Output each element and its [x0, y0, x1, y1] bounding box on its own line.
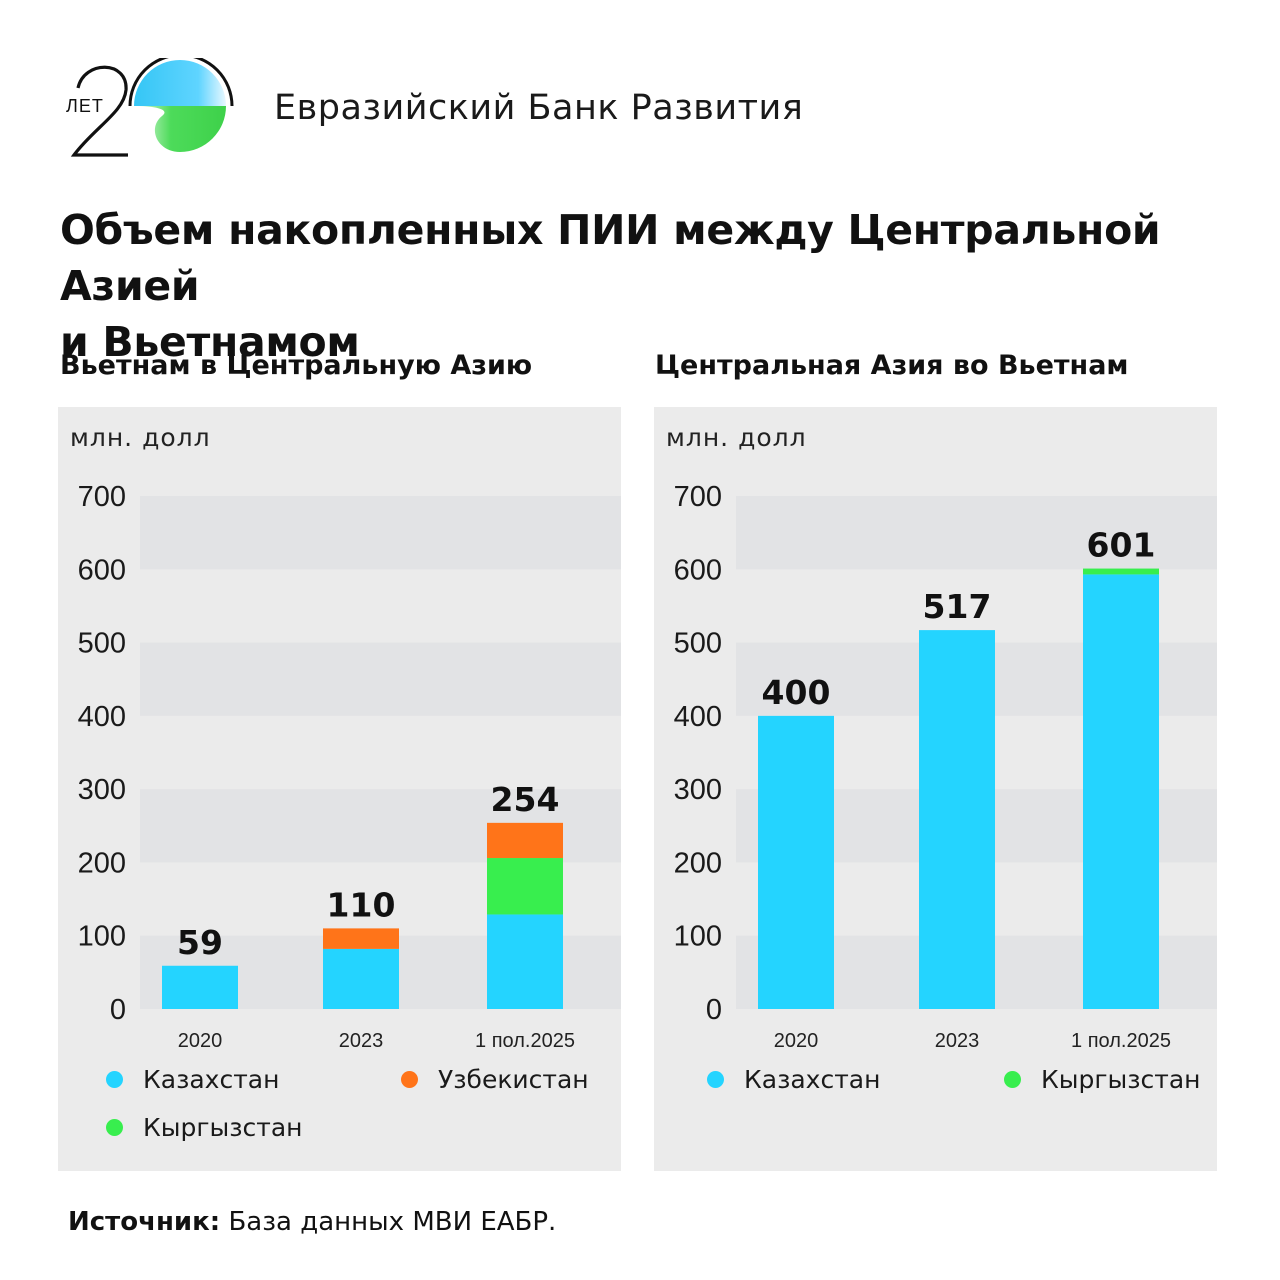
bar-segment-uzbekistan [323, 928, 399, 949]
bar-segment-kazakhstan [758, 715, 834, 1009]
right-chart-title: Центральная Азия во Вьетнам [655, 350, 1129, 381]
bar-segment-kazakhstan [323, 948, 399, 1009]
y-tick-label: 400 [78, 701, 126, 733]
logo-graphic: ЛЕТ [66, 53, 234, 157]
y-tick-label: 300 [78, 774, 126, 806]
legend-item-uzbekistan: Узбекистан [401, 1065, 589, 1094]
y-tick-label: 200 [78, 847, 126, 879]
bar-segment-kazakhstan [162, 965, 238, 1009]
org-name: Евразийский Банк Развития [274, 88, 804, 128]
y-tick-label: 300 [674, 774, 722, 806]
ebrd-20-years-logo: ЛЕТ [62, 53, 242, 164]
legend-dot-kazakhstan [707, 1071, 724, 1088]
legend-item-kazakhstan: Казахстан [106, 1065, 279, 1094]
bar-segment-kyrgyzstan [1083, 568, 1159, 575]
legend-label: Узбекистан [438, 1065, 589, 1094]
bar-total-label: 110 [327, 885, 396, 924]
y-tick-label: 500 [78, 628, 126, 660]
legend-label: Кыргызстан [1041, 1065, 1201, 1094]
legend-item-kyrgyzstan: Кыргызстан [106, 1113, 303, 1142]
bar-segment-kazakhstan [487, 914, 563, 1009]
legend-dot-kazakhstan [106, 1071, 123, 1088]
title-line-2: и Вьетнамом [60, 318, 360, 366]
x-tick-label: 2020 [774, 1030, 819, 1052]
left-chart-panel: млн. долл 0 100 200 300 400 500 600 700 59 2020 11… [58, 407, 621, 1171]
y-tick-label: 500 [674, 628, 722, 660]
grid-band [140, 642, 621, 716]
y-tick-label: 600 [78, 554, 126, 586]
source-text: База данных МВИ ЕАБР. [220, 1207, 557, 1237]
bar-total-label: 601 [1087, 526, 1156, 565]
bar-total-label: 400 [762, 673, 831, 712]
legend-label: Кыргызстан [143, 1113, 303, 1142]
legend-label: Казахстан [744, 1065, 881, 1094]
title-line-1: Объем накопленных ПИИ между Центральной … [60, 206, 1161, 310]
y-tick-label: 400 [674, 701, 722, 733]
bar-segment-kazakhstan [919, 630, 995, 1009]
grid-band [140, 496, 621, 570]
legend-dot-kyrgyzstan [1004, 1071, 1021, 1088]
y-tick-label: 700 [78, 481, 126, 513]
legend-label: Казахстан [143, 1065, 280, 1094]
source-label: Источник: [68, 1207, 221, 1237]
legend-item-kazakhstan: Казахстан [707, 1065, 880, 1094]
bar-total-label: 59 [177, 923, 223, 962]
x-tick-label: 2020 [178, 1030, 223, 1052]
bar-segment-kazakhstan [1083, 574, 1159, 1009]
x-tick-label: 2023 [339, 1030, 384, 1052]
source-note: Источник: База данных МВИ ЕАБР. [68, 1207, 556, 1237]
page-title: Объем накопленных ПИИ между Центральной … [60, 202, 1280, 370]
y-tick-label: 600 [674, 554, 722, 586]
legend-dot-uzbekistan [401, 1071, 418, 1088]
y-tick-label: 700 [674, 481, 722, 513]
x-tick-label: 1 пол.2025 [1071, 1030, 1171, 1052]
bar-total-label: 517 [923, 587, 992, 626]
legend-item-kyrgyzstan: Кыргызстан [1004, 1065, 1201, 1094]
x-tick-label: 2023 [935, 1030, 980, 1052]
bar-segment-kyrgyzstan [487, 858, 563, 915]
y-tick-label: 0 [110, 994, 126, 1026]
right-chart-panel: млн. долл 0 100 200 300 400 500 600 700 400 2020 5… [654, 407, 1217, 1171]
right-chart: 0 100 200 300 400 500 600 700 400 2020 517 2023 601 1… [674, 481, 1217, 1052]
x-tick-label: 1 пол.2025 [475, 1030, 575, 1052]
legend-dot-kyrgyzstan [106, 1119, 123, 1136]
y-tick-label: 100 [674, 921, 722, 953]
bar-segment-uzbekistan [487, 822, 563, 859]
left-chart-title: Вьетнам в Центральную Азию [60, 350, 533, 381]
y-tick-label: 0 [706, 994, 722, 1026]
left-chart: 0 100 200 300 400 500 600 700 59 2020 110 2023 254 1 … [78, 481, 621, 1052]
left-y-axis-unit: млн. долл [70, 423, 211, 452]
y-tick-label: 200 [674, 847, 722, 879]
svg-text:ЛЕТ: ЛЕТ [66, 96, 104, 116]
right-y-axis-unit: млн. долл [666, 423, 807, 452]
bar-total-label: 254 [491, 780, 560, 819]
grid-band [736, 496, 1217, 570]
y-tick-label: 100 [78, 921, 126, 953]
